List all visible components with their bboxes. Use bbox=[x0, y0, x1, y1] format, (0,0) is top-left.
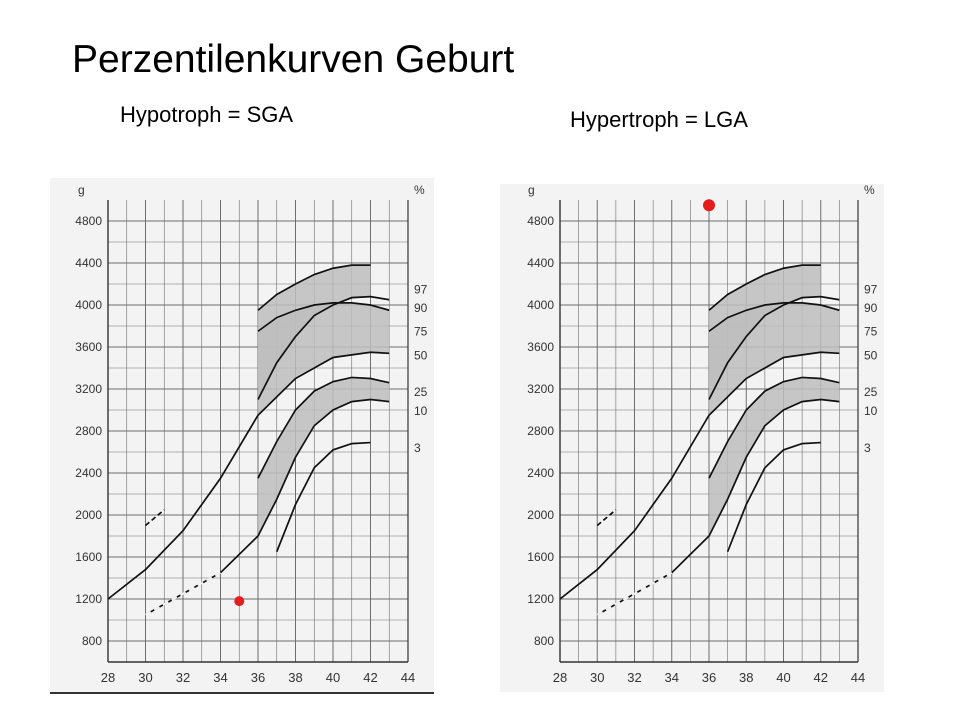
y-tick-label: 1600 bbox=[75, 550, 102, 564]
series-line-p50 bbox=[559, 351, 840, 600]
y-unit-label: g bbox=[78, 183, 85, 197]
x-tick-label: 44 bbox=[401, 670, 415, 685]
x-tick-label: 42 bbox=[363, 670, 377, 685]
series-line-p75 bbox=[708, 302, 840, 332]
y-tick-label: 3200 bbox=[527, 382, 554, 396]
y-tick-label: 4800 bbox=[75, 214, 102, 228]
x-tick-label: 34 bbox=[213, 670, 227, 685]
x-tick-label: 28 bbox=[101, 670, 115, 685]
y-tick-label: 1600 bbox=[527, 550, 554, 564]
y-tick-label: 2800 bbox=[527, 424, 554, 438]
series-line-p25 bbox=[257, 376, 390, 479]
percentile-label-25: 25 bbox=[414, 385, 428, 399]
subtitle-lga: Hypertroph = LGA bbox=[570, 107, 748, 132]
y-tick-label: 1200 bbox=[527, 592, 554, 606]
y-tick-label: 4800 bbox=[527, 214, 554, 228]
percentile-band-75-50 bbox=[709, 302, 840, 416]
y-tick-label: 2400 bbox=[75, 466, 102, 480]
series-line-p97 bbox=[708, 264, 821, 311]
marker-dot bbox=[703, 199, 715, 212]
percentile-label-97: 97 bbox=[864, 282, 878, 296]
y-tick-label: 3200 bbox=[75, 382, 102, 396]
percentile-label-10: 10 bbox=[864, 404, 878, 418]
y-unit-label: g bbox=[528, 184, 535, 197]
percentile-label-25: 25 bbox=[864, 385, 878, 399]
percentile-band-97-90 bbox=[709, 265, 821, 400]
x-tick-label: 36 bbox=[702, 670, 716, 685]
y-tick-label: 800 bbox=[534, 634, 554, 648]
percentile-chart-sga: 28 30 32 34 36 38 40 42 44 800 1200 1600 2000 2400 280… bbox=[50, 178, 434, 694]
series-line-p50 bbox=[107, 351, 390, 600]
y-tick-label: 4000 bbox=[75, 298, 102, 312]
marker-dot bbox=[234, 596, 245, 607]
percentile-label-97: 97 bbox=[414, 282, 428, 296]
percentile-band-25-10 bbox=[709, 377, 840, 536]
y-tick-label: 2000 bbox=[527, 508, 554, 522]
y-tick-label: 3600 bbox=[527, 340, 554, 354]
y-tick-label: 4000 bbox=[527, 298, 554, 312]
percentile-label-90: 90 bbox=[414, 301, 428, 315]
series-line-p25 bbox=[708, 376, 840, 479]
percentile-chart-lga-svg: 28 30 32 34 36 38 40 42 44 800 1200 1600 2000 2400 280… bbox=[527, 184, 878, 685]
subtitle-sga: Hypotroph = SGA bbox=[120, 102, 294, 127]
x-tick-label: 28 bbox=[553, 670, 567, 685]
percentile-label-3: 3 bbox=[864, 441, 871, 455]
series-line-p10-dash-overlay bbox=[145, 571, 221, 616]
series-line-p90 bbox=[257, 295, 390, 400]
percent-unit-label: % bbox=[864, 184, 875, 197]
percentile-chart-sga-svg: 28 30 32 34 36 38 40 42 44 800 1200 1600 2000 2400 280… bbox=[75, 183, 428, 685]
x-tick-label: 30 bbox=[138, 670, 152, 685]
percentile-label-3: 3 bbox=[414, 441, 421, 455]
series-line-p10-dash-overlay bbox=[596, 571, 673, 616]
x-tick-label: 40 bbox=[776, 670, 790, 685]
x-tick-label: 32 bbox=[176, 670, 190, 685]
y-tick-label: 2800 bbox=[75, 424, 102, 438]
y-tick-label: 4400 bbox=[527, 256, 554, 270]
x-tick-label: 32 bbox=[627, 670, 641, 685]
y-tick-label: 3600 bbox=[75, 340, 102, 354]
x-tick-label: 38 bbox=[739, 670, 753, 685]
series-line-p90 bbox=[708, 295, 840, 400]
percentile-label-75: 75 bbox=[414, 324, 428, 338]
x-tick-label: 36 bbox=[251, 670, 265, 685]
y-tick-label: 800 bbox=[82, 634, 102, 648]
x-tick-label: 44 bbox=[851, 670, 865, 685]
series-line-p75 bbox=[257, 302, 390, 332]
x-tick-label: 40 bbox=[326, 670, 340, 685]
series-line-pearly-upper-dashed bbox=[144, 509, 165, 527]
x-tick-label: 34 bbox=[665, 670, 679, 685]
percentile-band-25-10 bbox=[258, 377, 390, 536]
percentile-band-97-90 bbox=[258, 265, 371, 400]
y-tick-label: 4400 bbox=[75, 256, 102, 270]
percentile-label-50: 50 bbox=[864, 348, 878, 362]
y-tick-label: 1200 bbox=[75, 592, 102, 606]
x-tick-label: 42 bbox=[814, 670, 828, 685]
percentile-label-10: 10 bbox=[414, 404, 428, 418]
y-tick-label: 2400 bbox=[527, 466, 554, 480]
series-line-p3 bbox=[275, 441, 371, 553]
percentile-band-75-50 bbox=[258, 302, 390, 416]
slide-title: Perzentilenkurven Geburt bbox=[72, 38, 515, 81]
percent-unit-label: % bbox=[414, 183, 425, 197]
x-tick-label: 30 bbox=[590, 670, 604, 685]
percentile-chart-lga: 28 30 32 34 36 38 40 42 44 800 1200 1600 2000 2400 280… bbox=[500, 184, 884, 692]
series-line-p3 bbox=[726, 441, 821, 553]
percentile-label-50: 50 bbox=[414, 348, 428, 362]
y-tick-label: 2000 bbox=[75, 508, 102, 522]
percentile-label-75: 75 bbox=[864, 324, 878, 338]
series-line-p97 bbox=[257, 264, 371, 311]
x-tick-label: 38 bbox=[288, 670, 302, 685]
series-line-pearly-upper-dashed bbox=[596, 509, 617, 527]
percentile-label-90: 90 bbox=[864, 301, 878, 315]
